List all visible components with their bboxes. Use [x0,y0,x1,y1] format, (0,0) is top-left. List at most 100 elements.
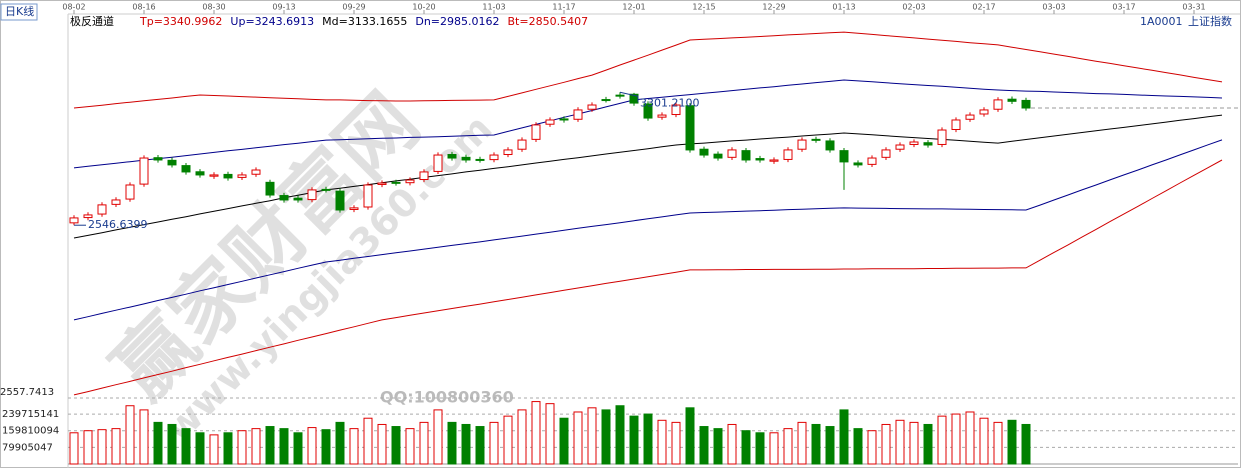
low-annotation: 2546.6399 [88,218,148,231]
volume-bar [531,401,541,465]
candle-body [853,162,863,166]
candle-body [643,103,653,119]
candle-body [307,189,317,201]
volume-bar [685,407,695,465]
volume-bar [615,405,625,465]
volume-bar [97,429,107,465]
volume-bar [447,421,457,465]
volume-bar [993,421,1003,465]
legend-entry: Bt=2850.5407 [508,15,589,28]
volume-bar [629,415,639,465]
high-pointer [619,91,639,103]
candle-body [251,169,261,175]
volume-bar [69,432,79,465]
candle-body [363,184,373,208]
candle-body [139,157,149,185]
candle-body [223,173,233,179]
candle-body [783,149,793,160]
candle-body [979,109,989,115]
volume-bar [503,415,513,465]
volume-bar [979,417,989,465]
band-line [73,79,1223,169]
x-tick-label: 08-30 [202,3,225,12]
price-floor-label: 2557.7413 [0,387,54,398]
candle-body [839,150,849,163]
volume-bar [657,419,667,465]
volume-bar [769,432,779,465]
candle-body [559,118,569,121]
candle-body [279,195,289,201]
candle-body [685,105,695,151]
legend-entry: Up=3243.6913 [230,15,314,28]
candle-body [209,174,219,177]
candle-body [923,142,933,146]
legend-entry: Md=3133.1655 [322,15,407,28]
volume-bar [209,434,219,465]
x-tick-label: 09-29 [342,3,365,12]
symbol-name: 上证指数 [1188,14,1232,28]
band-line [73,159,1223,396]
candle-body [97,204,107,215]
indicator-name: 极反通道 [70,14,114,28]
candle-body [671,104,681,116]
candle-body [125,184,135,200]
legend-entry: Tp=3340.9962 [139,15,222,28]
volume-bar [909,421,919,465]
volume-bar [349,428,359,465]
volume-bar [419,421,429,465]
volume-bar [265,426,275,465]
volume-bar [293,432,303,465]
band-line [73,139,1223,321]
volume-tick-label: 79905047 [2,442,53,453]
candle-body [69,217,79,224]
volume-bar [167,423,177,465]
candle-body [475,158,485,161]
symbol-code: 1A0001 [1140,15,1183,28]
period-label: 日K线 [5,4,34,18]
legend-entry: Dn=2985.0162 [415,15,499,28]
candle-body [965,114,975,120]
x-tick-label: 11-03 [482,3,505,12]
candle-body [909,141,919,145]
candle-body [321,188,331,191]
candle-body [419,171,429,181]
volume-bar [783,428,793,465]
volume-bar [461,423,471,465]
band-line [73,114,1223,239]
candle-body [825,140,835,151]
volume-bar [601,409,611,465]
plot: 08-02 08-16 08-30 09-13 09-29 10-20 11-03 11-17… [2,3,1238,465]
volume-bar [377,423,387,465]
volume-bar [223,432,233,465]
volume-bar [699,426,709,465]
candle-body [405,179,415,184]
candle-body [545,119,555,125]
volume-bar [517,409,527,465]
x-tick-label: 01-13 [832,3,855,12]
volume-bar [307,427,317,465]
candle-body [181,165,191,173]
candle-body [531,124,541,140]
volume-bar [643,413,653,465]
volume-bar [573,411,583,465]
x-tick-label: 08-16 [132,3,155,12]
volume-bar [741,430,751,465]
period-box [0,3,38,21]
volume-bar [671,421,681,465]
volume-bar [881,423,891,465]
candle-body [727,149,737,158]
volume-bar [475,426,485,465]
x-tick-label: 12-29 [762,3,785,12]
candle-body [769,159,779,162]
volume-bar [335,421,345,465]
volume-bar [797,421,807,465]
volume-bar [755,432,765,465]
candle-body [741,150,751,161]
x-tick-label: 03-03 [1042,3,1065,12]
volume-bar [237,430,247,465]
candle-body [503,149,513,156]
candle-body [615,94,625,97]
candle-body [167,159,177,166]
candle-body [1007,98,1017,102]
